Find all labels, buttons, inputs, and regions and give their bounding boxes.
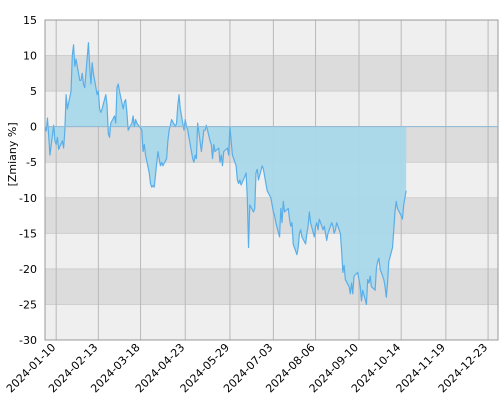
y-tick-label: -5 [26, 156, 37, 169]
y-tick-label: -10 [19, 192, 37, 205]
y-tick-label: 0 [30, 121, 37, 134]
y-tick-label: -20 [19, 263, 37, 276]
y-tick-label: -15 [19, 227, 37, 240]
y-axis-label: [Zmiany %] [6, 122, 19, 186]
plot-border [44, 19, 499, 341]
y-tick-label: 5 [30, 85, 37, 98]
y-tick-label: 15 [23, 14, 37, 27]
band-10 [45, 55, 498, 92]
y-tick-label: -25 [19, 298, 37, 311]
series-line [44, 42, 407, 306]
series-area [45, 42, 407, 305]
y-tick-label: 10 [23, 50, 37, 63]
y-tick-label: -30 [19, 334, 37, 347]
band--20 [45, 268, 498, 305]
series-layer [44, 42, 407, 306]
